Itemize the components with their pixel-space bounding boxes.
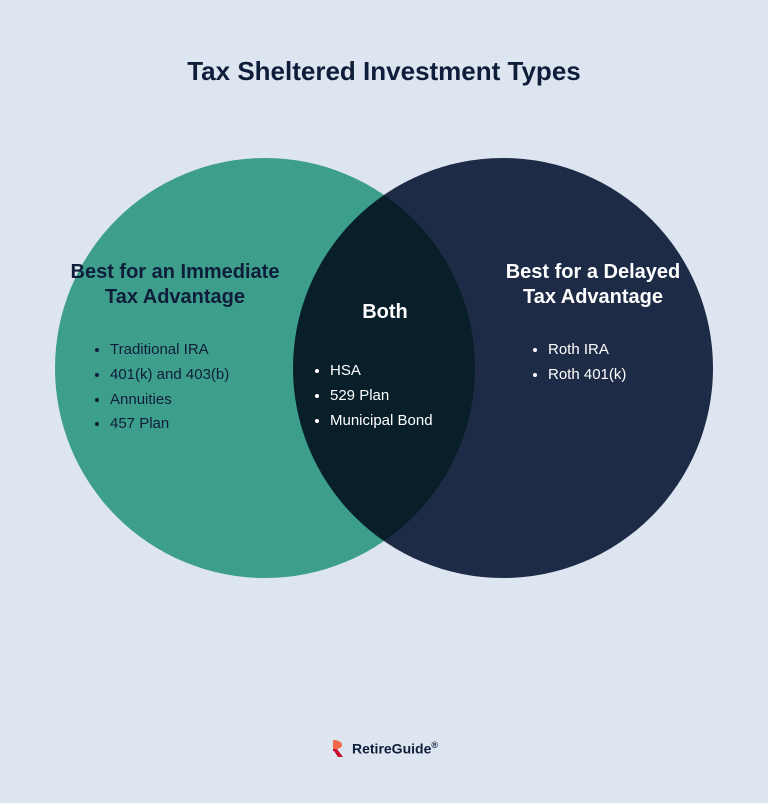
list-item: Roth 401(k)	[548, 363, 698, 388]
list-item: HSA	[330, 359, 470, 384]
list-item: 529 Plan	[330, 384, 470, 409]
list-item: Roth IRA	[548, 338, 698, 363]
region-delayed: Best for a Delayed Tax Advantage Roth IR…	[488, 260, 698, 388]
logo-bottom-path	[333, 749, 343, 757]
list-item: Municipal Bond	[330, 409, 470, 434]
venn-diagram: Best for an Immediate Tax Advantage Trad…	[0, 150, 768, 670]
page-title: Tax Sheltered Investment Types	[0, 56, 768, 87]
region-delayed-title: Best for a Delayed Tax Advantage	[488, 260, 698, 310]
footer-brand-mark: ®	[431, 740, 438, 750]
region-immediate-title: Best for an Immediate Tax Advantage	[70, 260, 280, 310]
footer-brand-name: RetireGuide	[352, 740, 431, 756]
logo-top-path	[333, 740, 342, 749]
footer: RetireGuide®	[0, 738, 768, 763]
region-immediate-list: Traditional IRA 401(k) and 403(b) Annuit…	[70, 338, 280, 437]
retireguide-logo-icon	[330, 738, 346, 758]
list-item: Traditional IRA	[110, 338, 280, 363]
list-item: 401(k) and 403(b)	[110, 363, 280, 388]
region-immediate: Best for an Immediate Tax Advantage Trad…	[70, 260, 280, 437]
region-delayed-list: Roth IRA Roth 401(k)	[488, 338, 698, 388]
list-item: 457 Plan	[110, 412, 280, 437]
footer-brand: RetireGuide®	[352, 740, 438, 757]
region-both: Both HSA 529 Plan Municipal Bond	[300, 300, 470, 433]
region-both-list: HSA 529 Plan Municipal Bond	[300, 359, 470, 433]
list-item: Annuities	[110, 388, 280, 413]
region-both-title: Both	[300, 300, 470, 325]
